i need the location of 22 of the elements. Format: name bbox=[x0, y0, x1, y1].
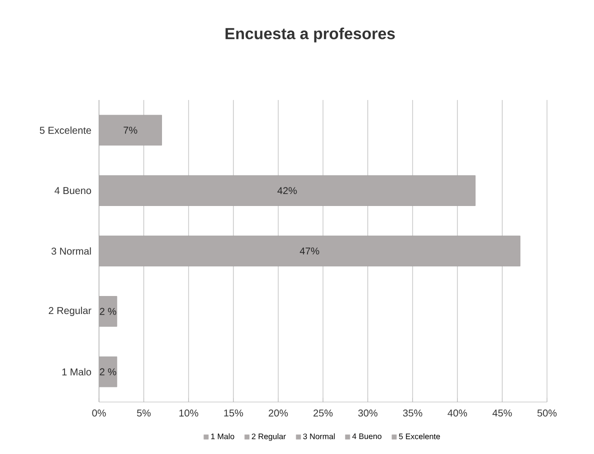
x-tick-label: 35% bbox=[403, 410, 422, 417]
x-tick-label: 30% bbox=[358, 410, 378, 417]
x-tick-label: 5% bbox=[137, 410, 151, 417]
data-label: 2 % bbox=[100, 368, 116, 376]
x-tick-label: 40% bbox=[448, 410, 468, 417]
chart-title: Encuesta a profesores bbox=[226, 28, 395, 42]
y-tick-label: 5 Excelente bbox=[40, 126, 92, 134]
y-tick-label: 1 Malo bbox=[62, 368, 92, 376]
x-tick-label: 15% bbox=[224, 410, 244, 417]
data-label: 7% bbox=[124, 126, 138, 134]
x-tick-label: 50% bbox=[537, 410, 557, 417]
x-tick-label: 0% bbox=[92, 410, 106, 417]
y-tick-label: 2 Regular bbox=[48, 306, 92, 316]
y-tick-label: 4 Bueno bbox=[54, 187, 92, 194]
x-tick-label: 25% bbox=[314, 410, 333, 417]
data-label: 42% bbox=[277, 187, 297, 194]
x-tick-label: 10% bbox=[179, 410, 198, 417]
x-tick-label: 20% bbox=[268, 410, 288, 417]
y-tick-label: 3 Normal bbox=[51, 247, 91, 255]
x-tick-label: 45% bbox=[492, 410, 512, 417]
data-label: 2 % bbox=[100, 308, 116, 315]
data-label: 47% bbox=[300, 248, 320, 254]
